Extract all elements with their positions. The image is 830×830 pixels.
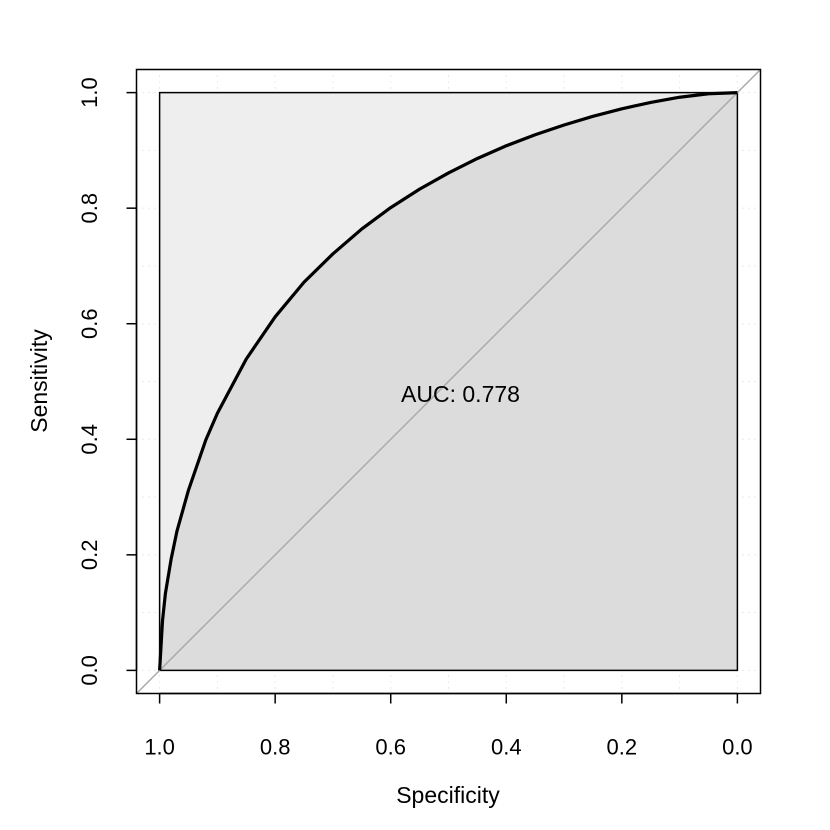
unit-square-border	[158, 91, 739, 672]
x-tick-label: 0.6	[375, 735, 406, 760]
x-tick-label: 1.0	[144, 735, 175, 760]
x-axis-label: Specificity	[396, 782, 500, 808]
y-axis-label: Sensitivity	[26, 329, 52, 433]
x-axis: 1.0 0.8 0.6 0.4 0.2 0.0	[144, 692, 753, 760]
y-tick-label: 0.4	[77, 424, 102, 455]
x-tick-label: 0.4	[491, 735, 522, 760]
y-tick-label: 0.8	[77, 193, 102, 224]
reference-diagonal	[135, 68, 762, 695]
roc-curve-line	[158, 91, 738, 671]
y-tick-label: 1.0	[77, 77, 102, 108]
y-tick-label: 0.0	[77, 655, 102, 686]
auc-annotation: AUC: 0.778	[401, 381, 520, 407]
roc-curves	[158, 91, 738, 671]
diagonal-reference-line	[135, 68, 762, 695]
y-axis: 0.0 0.2 0.4 0.6 0.8 1.0	[77, 77, 138, 686]
x-tick-label: 0.8	[260, 735, 291, 760]
x-tick-label: 0.0	[722, 735, 753, 760]
y-tick-label: 0.2	[77, 540, 102, 571]
x-tick-label: 0.2	[607, 735, 638, 760]
y-tick-label: 0.6	[77, 308, 102, 339]
